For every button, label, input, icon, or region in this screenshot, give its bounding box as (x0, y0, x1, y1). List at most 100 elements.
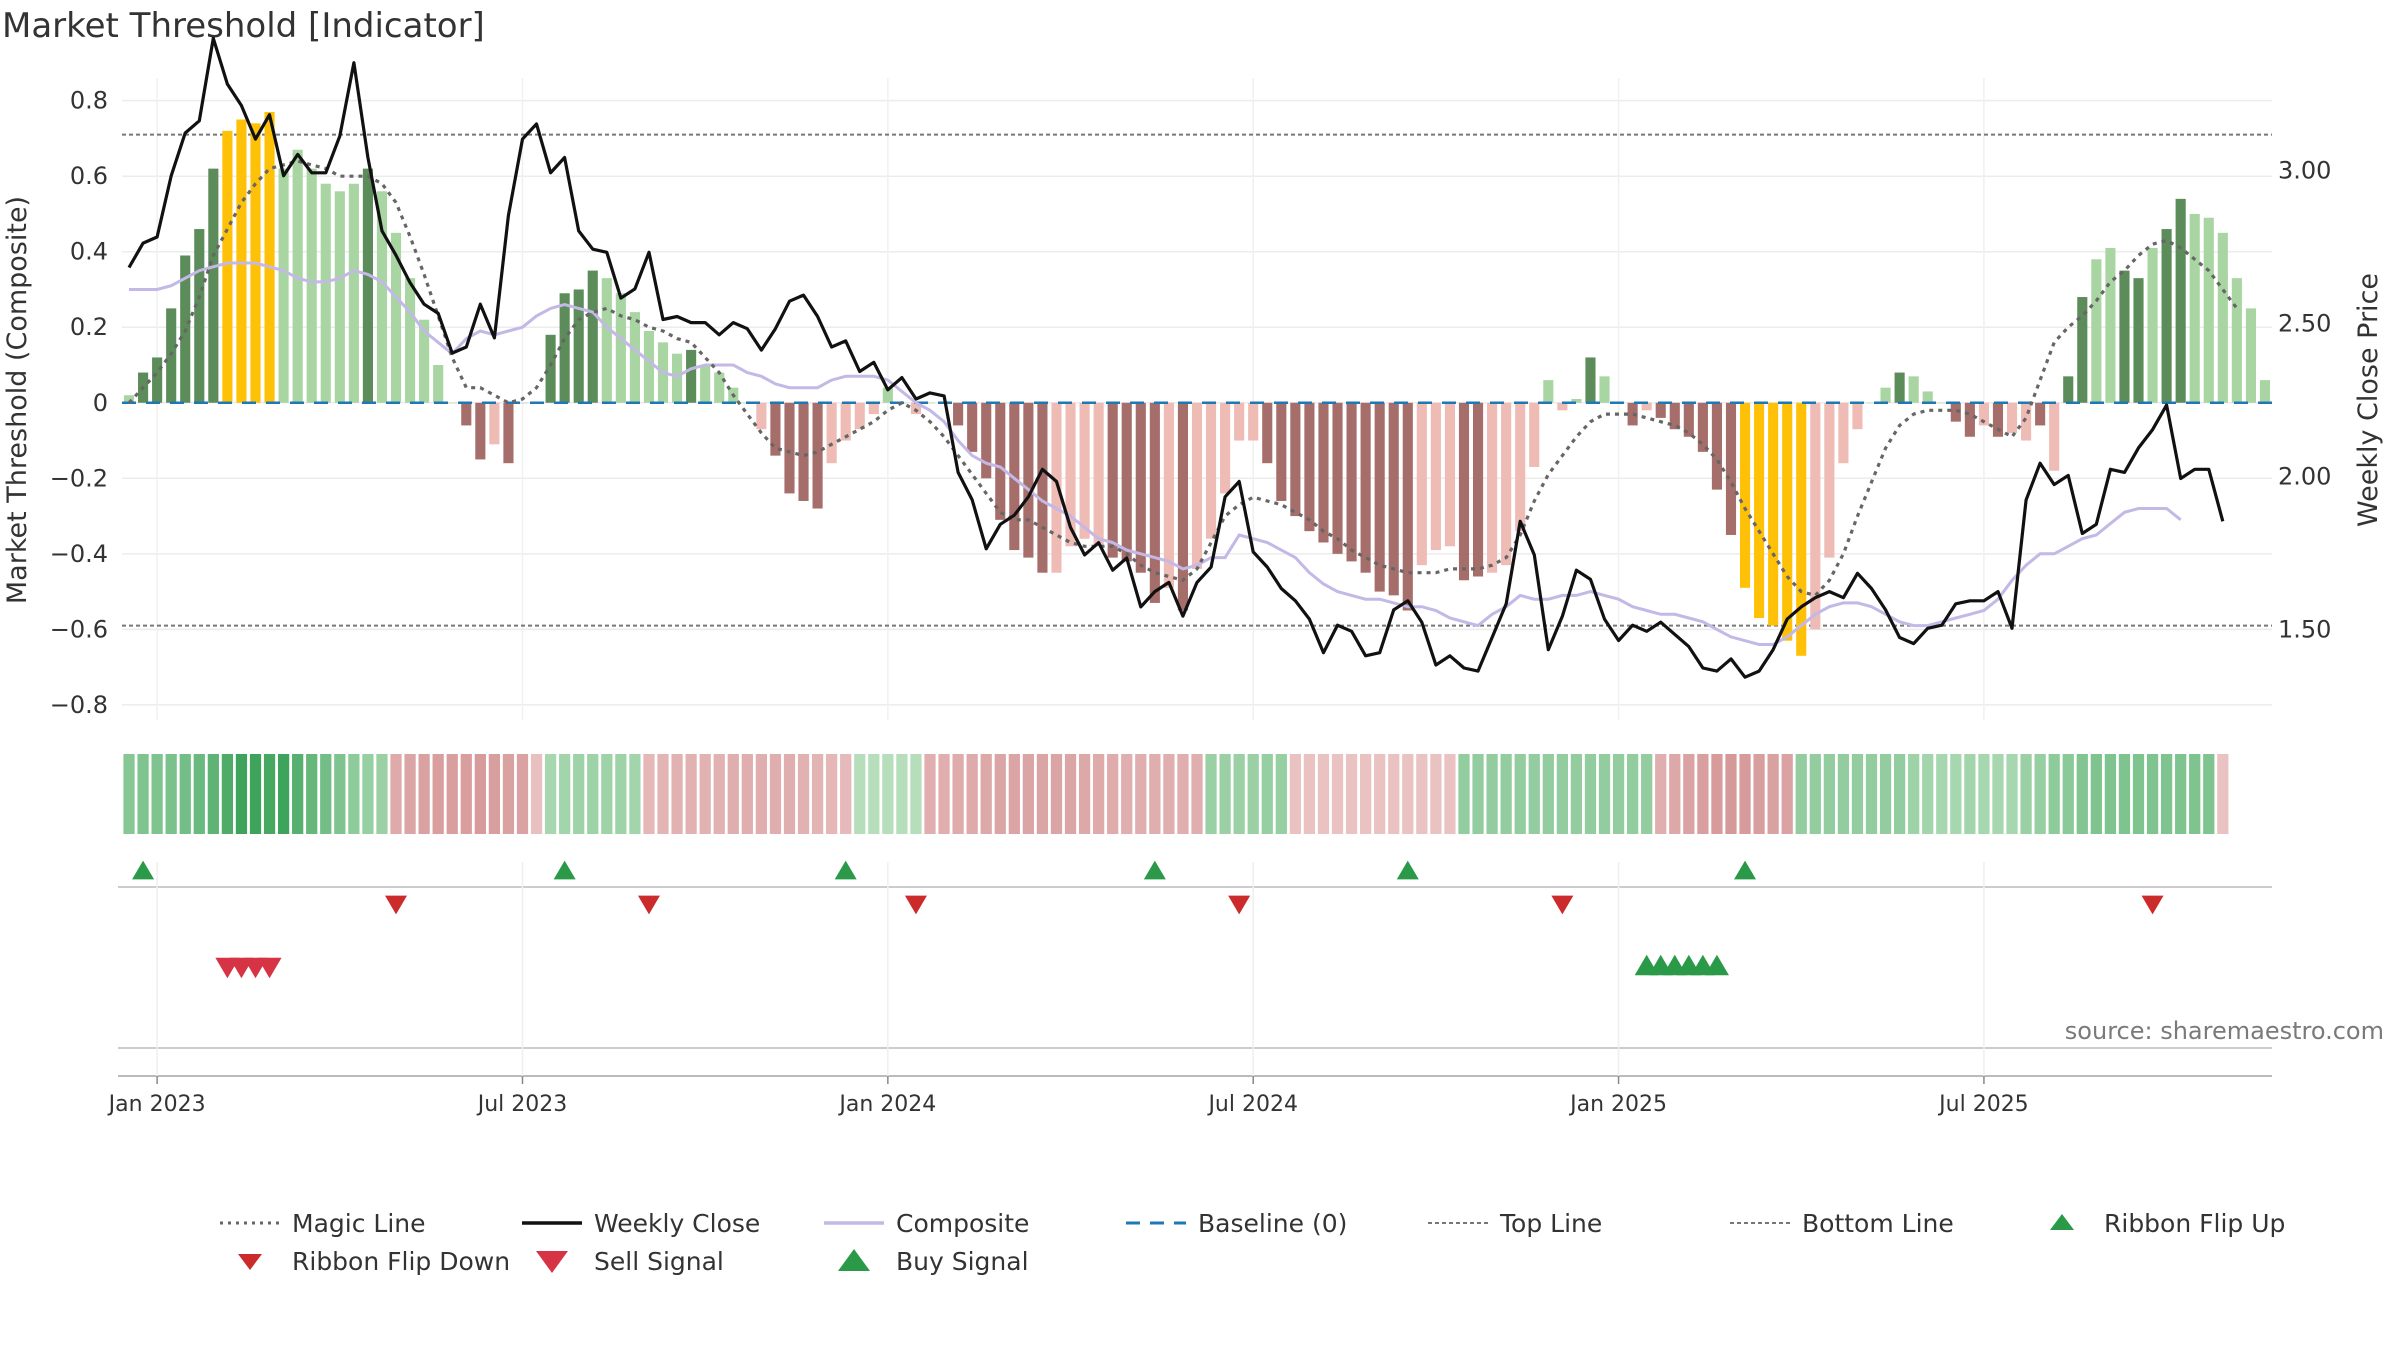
legend-item-ribbon-flip-up[interactable]: Ribbon Flip Up (2030, 1205, 2285, 1241)
legend-item-composite[interactable]: Composite (822, 1205, 1029, 1241)
ribbon-cell (713, 754, 725, 834)
composite-bar (882, 387, 893, 403)
composite-bar (615, 293, 626, 403)
legend-label: Top Line (1500, 1208, 1603, 1238)
composite-bar (1191, 402, 1203, 569)
ribbon-flip-down-marker (385, 895, 408, 915)
ribbon-cell (1542, 754, 1554, 834)
composite-bar (1332, 402, 1343, 554)
ribbon-cell (643, 754, 655, 834)
legend-item-baseline[interactable]: Baseline (0) (1124, 1205, 1347, 1241)
ribbon-cell (544, 754, 557, 834)
ribbon-cell (1107, 754, 1119, 834)
legend-item-buy-signal[interactable]: Buy Signal (822, 1243, 1029, 1279)
legend-label: Bottom Line (1802, 1208, 1954, 1238)
ribbon-cell (1303, 754, 1316, 834)
composite-bar (1374, 402, 1385, 592)
composite-bar (2006, 402, 2018, 433)
ribbon-cell (699, 754, 711, 834)
ribbon-cell (1697, 754, 1709, 834)
ribbon-cell (516, 754, 529, 834)
composite-bar (2175, 198, 2186, 403)
legend-item-ribbon-flip-down[interactable]: Ribbon Flip Down (218, 1243, 510, 1279)
ribbon-strip (123, 754, 2229, 834)
ribbon-flip-down-marker (637, 895, 660, 915)
ribbon-cell (1950, 754, 1962, 834)
composite-bar (1163, 402, 1174, 588)
composite-bar (1866, 402, 1877, 404)
composite-bar (1697, 402, 1708, 452)
ribbon-cell (924, 754, 936, 834)
composite-bar (2035, 402, 2046, 426)
composite-bar (686, 349, 697, 403)
ribbon-cell (727, 754, 739, 834)
legend-item-weekly-close[interactable]: Weekly Close (520, 1205, 760, 1241)
composite-bar (1472, 402, 1484, 577)
gridlines (122, 78, 2272, 720)
composite-bar (1487, 402, 1498, 573)
composite-bar (1135, 402, 1146, 573)
composite-bar (1051, 402, 1062, 573)
ribbon-cell (1922, 754, 1934, 834)
composite-bar (489, 402, 500, 445)
composite-bar (2077, 297, 2088, 403)
ribbon-cell (1837, 754, 1850, 834)
fine-dotted-line-icon (1426, 1205, 1490, 1241)
legend-item-top-line[interactable]: Top Line (1426, 1205, 1602, 1241)
ribbon-cell (1374, 754, 1386, 834)
composite-bar (1838, 402, 1849, 464)
composite-bar (2119, 270, 2130, 403)
ribbon-cell (1584, 754, 1597, 834)
composite-bar (419, 319, 430, 403)
ribbon-cell (2189, 754, 2201, 834)
ribbon-flip-up-marker (1143, 860, 1166, 880)
composite-bar (222, 130, 233, 403)
ribbon-cell (2217, 754, 2229, 834)
composite-bar (1346, 402, 1357, 562)
legend-item-sell-signal[interactable]: Sell Signal (520, 1243, 724, 1279)
legend-label: Sell Signal (594, 1246, 724, 1276)
composite-bar (967, 402, 978, 452)
ribbon-cell (292, 754, 304, 834)
y2-axis-label: Weekly Close Price (2353, 273, 2384, 527)
ribbon-cell (165, 754, 177, 834)
ribbon-cell (2062, 754, 2074, 834)
composite-bar (2203, 217, 2214, 403)
ribbon-cell (2006, 754, 2018, 834)
ribbon-cell (179, 754, 191, 834)
composite-bar (672, 353, 683, 403)
composite-bar (1529, 402, 1540, 467)
composite-bar (1641, 402, 1652, 411)
composite-bar (503, 402, 514, 464)
composite-bar (756, 402, 767, 430)
composite-bar (573, 289, 584, 403)
ribbon-cell (685, 754, 697, 834)
ribbon-cell (559, 754, 571, 834)
x-tick-label: Jul 2023 (476, 1092, 568, 1117)
x-tick-label: Jan 2025 (1568, 1092, 1667, 1117)
ribbon-cell (1430, 754, 1442, 834)
ribbon-cell (797, 754, 810, 834)
composite-bar (292, 149, 303, 403)
composite-bar (2217, 232, 2228, 403)
y-tick-label: 0.6 (70, 162, 108, 190)
composite-bar (714, 372, 725, 403)
ribbon-cell (1992, 754, 2004, 834)
composite-bar (559, 293, 570, 403)
legend-item-magic-line[interactable]: Magic Line (218, 1205, 426, 1241)
legend-item-bottom-line[interactable]: Bottom Line (1728, 1205, 1954, 1241)
x-tick-label: Jul 2024 (1206, 1092, 1298, 1117)
ribbon-cell (1135, 754, 1147, 834)
ribbon-cell (123, 754, 135, 834)
solid-line-icon (520, 1205, 584, 1241)
ribbon-cell (348, 754, 360, 834)
ribbon-cell (1289, 754, 1301, 834)
legend-label: Baseline (0) (1198, 1208, 1348, 1238)
composite-bar (1220, 402, 1231, 494)
composite-bar (1304, 402, 1315, 532)
reference-lines (122, 133, 2272, 627)
ribbon-cell (1064, 754, 1077, 834)
y2-tick-label: 2.00 (2278, 462, 2331, 490)
ribbon-cell (193, 754, 205, 834)
ribbon-cell (2048, 754, 2060, 834)
